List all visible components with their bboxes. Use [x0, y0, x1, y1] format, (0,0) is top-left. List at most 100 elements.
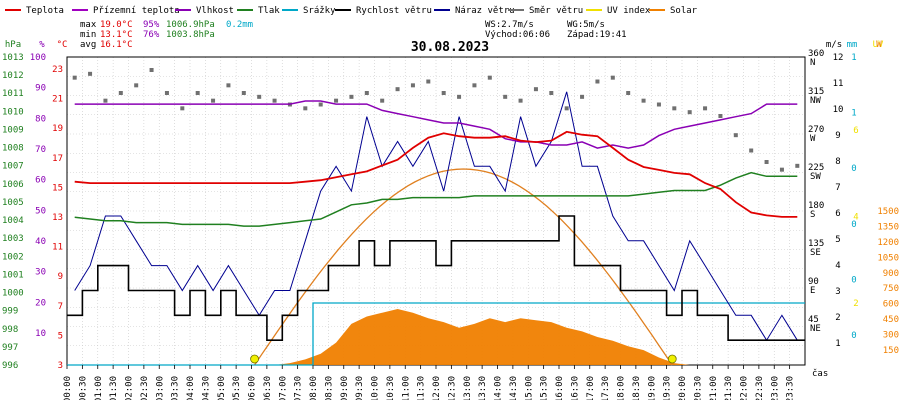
legend-label-9: Solar: [670, 6, 698, 16]
wind-direction-point: [749, 148, 754, 153]
ms-tick-6: 6: [835, 209, 840, 219]
celsius-tick-6: 11: [52, 243, 63, 253]
x-tick-label: 20:30: [693, 376, 703, 400]
x-tick-label: 10:00: [371, 376, 381, 400]
celsius-tick-3: 17: [52, 154, 63, 164]
gust-line: [74, 91, 798, 342]
x-tick-label: 16:30: [570, 376, 580, 400]
legend-label-0: Teplota: [26, 6, 64, 16]
stat-avg-temp: 16.1°C: [100, 40, 133, 50]
mm-tick-3: 0: [851, 220, 856, 230]
dir-deg-2: 270: [808, 125, 824, 135]
dir-label-4: S: [810, 210, 815, 220]
wind-direction-point: [88, 71, 93, 76]
x-tick-label: 03:30: [171, 376, 181, 400]
x-tick-label: 04:00: [186, 376, 196, 400]
celsius-tick-8: 7: [58, 302, 63, 312]
dir-deg-7: 45: [808, 315, 819, 325]
wind-direction-point: [164, 91, 169, 95]
sunrise-marker: [250, 354, 259, 364]
hpa-tick-4: 1009: [2, 125, 24, 135]
stat-max-label: max: [80, 20, 97, 30]
percent-tick-2: 80: [35, 114, 46, 124]
solar-tick-5: 750: [883, 284, 899, 294]
dir-label-6: E: [810, 286, 815, 296]
wind-direction-point: [595, 79, 600, 84]
hpa-tick-14: 999: [2, 307, 18, 317]
ms-unit: m/s: [826, 40, 842, 50]
x-tick-label: 18:30: [632, 376, 642, 400]
ms-tick-3: 9: [835, 131, 840, 141]
sun-curve: [254, 168, 673, 366]
x-tick-label: 21:00: [709, 376, 719, 400]
hpa-tick-2: 1011: [2, 89, 24, 99]
x-tick-label: 23:00: [770, 376, 780, 400]
celsius-tick-4: 15: [52, 183, 63, 193]
percent-unit: %: [39, 40, 45, 50]
legend-label-7: Směr větru: [529, 6, 583, 16]
wind-direction-point: [580, 94, 585, 99]
x-tick-label: 22:00: [740, 376, 750, 400]
legend: Teplota Přízemní teplota Vlhkost Tlak Srážky…: [5, 6, 698, 16]
plot-area: [67, 68, 805, 366]
wind-direction-point: [241, 91, 246, 95]
percent-tick-1: 90: [35, 84, 46, 94]
wind-direction-point: [764, 160, 769, 164]
wind-direction-point: [641, 98, 646, 103]
x-tick-label: 21:30: [724, 376, 734, 400]
rain-line: [67, 302, 805, 366]
mm-tick-5: 0: [851, 331, 856, 341]
wind-direction-point: [349, 94, 354, 99]
mm-tick-1: 1: [851, 109, 856, 119]
hpa-tick-17: 996: [2, 361, 18, 371]
x-tick-label: 15:30: [540, 376, 550, 400]
x-tick-label: 01:00: [94, 376, 104, 400]
humidity-line: [74, 100, 798, 149]
celsius-tick-0: 23: [52, 65, 63, 75]
stat-wind-speed: WS:2.7m/s: [485, 20, 534, 30]
sunset-marker: [667, 354, 677, 364]
x-tick-label: 13:30: [478, 376, 488, 400]
dir-label-1: NW: [810, 96, 821, 106]
x-tick-label: 23:30: [786, 376, 796, 400]
wind-direction-point: [257, 94, 262, 99]
uv-tick-1: 4: [853, 213, 858, 223]
legend-label-5: Rychlost větru: [356, 6, 432, 16]
wind-direction-point: [134, 83, 139, 88]
wind-direction-point: [718, 114, 723, 118]
x-tick-label: 09:00: [340, 376, 350, 400]
wind-direction-point: [149, 68, 154, 72]
dir-deg-1: 315: [808, 87, 824, 97]
stat-min-hum: 76%: [143, 30, 160, 40]
stat-max-press: 1006.9hPa: [166, 20, 215, 30]
x-axis: 00:00 00:30 01:00 01:30 02:00 02:30 03:00 03:30…: [63, 365, 796, 400]
x-tick-label: 17:00: [586, 376, 596, 400]
hpa-tick-0: 1013: [2, 53, 24, 63]
pressure-line: [74, 171, 798, 227]
ms-tick-10: 2: [835, 313, 840, 323]
x-tick-label: 17:30: [601, 376, 611, 400]
solar-tick-4: 900: [883, 269, 899, 279]
mm-tick-0: 1: [851, 53, 856, 63]
wind-direction-point: [533, 87, 538, 92]
x-tick-label: 02:30: [140, 376, 150, 400]
ms-tick-4: 8: [835, 157, 840, 167]
solar-tick-7: 450: [883, 315, 899, 325]
solar-tick-8: 300: [883, 331, 899, 341]
x-tick-label: 08:30: [324, 376, 334, 400]
x-tick-label: 18:00: [617, 376, 627, 400]
hpa-tick-8: 1005: [2, 198, 24, 208]
wind-direction-point: [672, 106, 677, 111]
ms-tick-8: 4: [835, 261, 840, 271]
x-tick-label: 08:00: [309, 376, 319, 400]
dir-deg-4: 180: [808, 201, 824, 211]
legend-label-3: Tlak: [258, 6, 280, 16]
ms-tick-5: 7: [835, 183, 840, 193]
wind-direction-point: [103, 98, 108, 103]
solar-area: [74, 309, 798, 365]
wind-direction-point: [472, 83, 477, 88]
solar-tick-3: 1050: [877, 253, 899, 263]
x-tick-label: 06:00: [248, 376, 258, 400]
wind-direction-point: [364, 91, 369, 95]
hpa-unit: hPa: [5, 40, 21, 50]
